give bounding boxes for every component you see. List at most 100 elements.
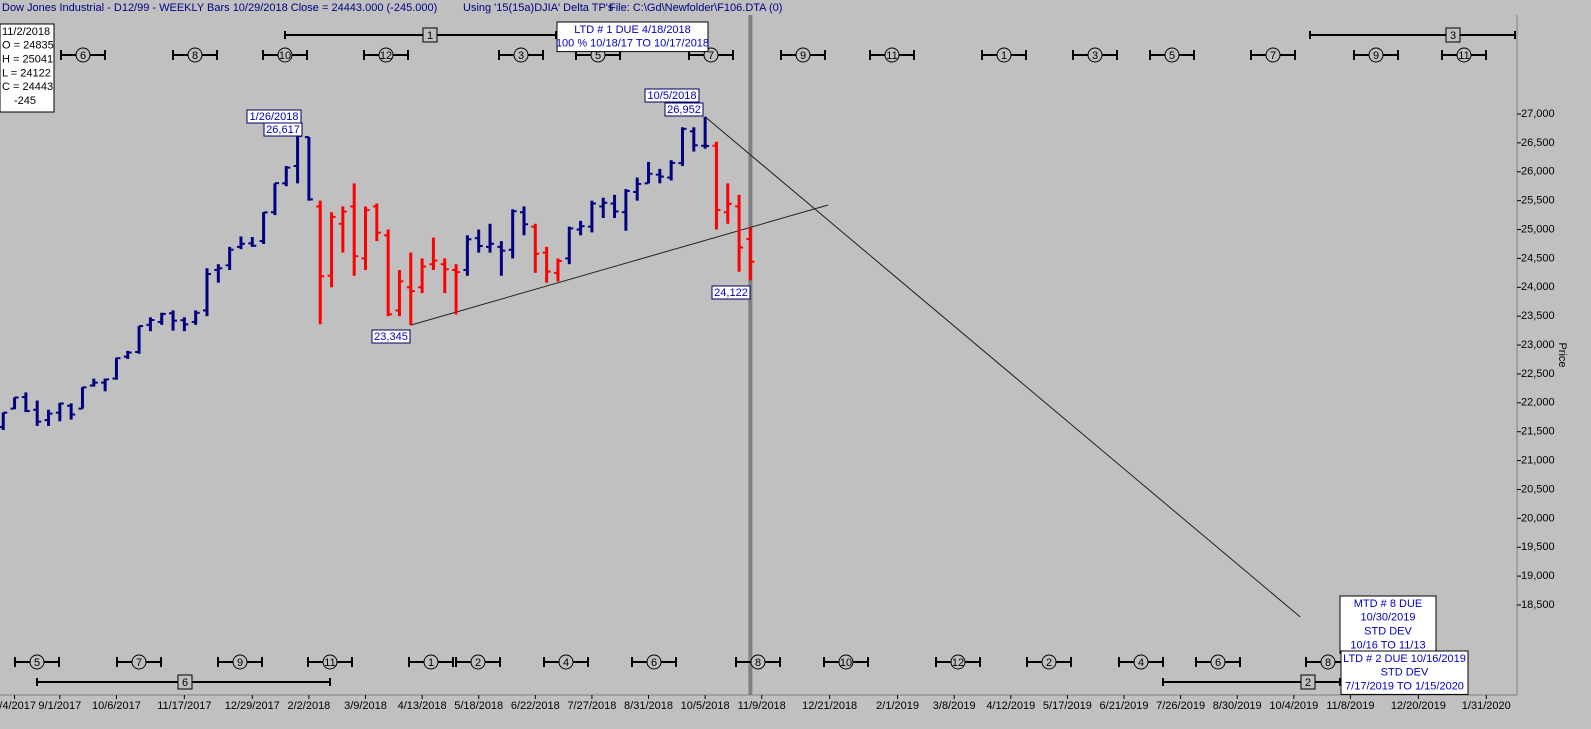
y-tick-label: 22,000 [1521, 397, 1555, 409]
cycle-label: 4 [563, 657, 569, 669]
x-tick-label: 9/1/2017 [38, 700, 81, 712]
y-tick-label: 21,500 [1521, 426, 1555, 438]
cycle-circle [1041, 654, 1057, 670]
info-line: C = 24443 [2, 81, 53, 93]
annotation-date: 1/26/2018 [250, 111, 299, 123]
annotation-date: 10/5/2018 [648, 90, 697, 102]
x-tick-label: 10/6/2017 [92, 700, 141, 712]
span-box [1300, 674, 1316, 690]
note-box [556, 21, 709, 53]
annotation-label-box [711, 285, 751, 300]
cycle-circle [322, 654, 338, 670]
span-label: 6 [182, 677, 188, 689]
cycle-label: 9 [1373, 50, 1379, 62]
cycle-circle [750, 654, 766, 670]
cycle-circle [996, 47, 1012, 63]
y-tick-label: 24,000 [1521, 281, 1555, 293]
x-tick-label: 12/29/2017 [225, 700, 280, 712]
cycle-circle [470, 654, 486, 670]
cycle-circle [1265, 47, 1281, 63]
cycle-circle [75, 47, 91, 63]
info-line: H = 25041 [2, 54, 53, 66]
trendline [410, 204, 829, 326]
x-tick-label: 1/31/2020 [1462, 700, 1511, 712]
cycle-label: 6 [651, 657, 657, 669]
x-tick-label: 7/26/2019 [1156, 700, 1205, 712]
cycle-label: 9 [800, 50, 806, 62]
y-tick-label: 26,500 [1521, 137, 1555, 149]
note-line: 10/16 TO 11/13 [1350, 639, 1425, 651]
span-box [177, 674, 193, 690]
note-line: LTD # 2 DUE 10/16/2019 [1343, 653, 1466, 665]
cycle-label: 7 [708, 50, 714, 62]
cycle-label: 3 [518, 50, 524, 62]
y-tick-label: 22,500 [1521, 368, 1555, 380]
y-tick-label: 25,500 [1521, 195, 1555, 207]
x-tick-label: 5/17/2019 [1043, 700, 1092, 712]
cycle-label: 5 [1169, 50, 1175, 62]
annotation-date-box [644, 88, 700, 103]
annotation-label-box [263, 122, 303, 137]
annotation-label: 23,345 [374, 331, 408, 343]
cycle-circle [1210, 654, 1226, 670]
cycle-label: 6 [1215, 657, 1221, 669]
cycle-circle [558, 654, 574, 670]
y-tick-label: 19,000 [1521, 570, 1555, 582]
cycle-label: 10 [840, 657, 852, 669]
cycle-label: 12 [952, 657, 964, 669]
note-line: 7/17/2019 TO 1/15/2020 [1345, 681, 1464, 693]
y-tick-label: 19,500 [1521, 541, 1555, 553]
cycle-circle [131, 654, 147, 670]
annotation-label: 26,617 [266, 124, 300, 136]
cycle-circle [1368, 47, 1384, 63]
note-box [1340, 650, 1469, 695]
cycle-circle [277, 47, 293, 63]
cycle-circle [1456, 47, 1472, 63]
cycle-label: 1 [428, 657, 434, 669]
cycle-circle [29, 654, 45, 670]
cycle-label: 7 [1270, 50, 1276, 62]
x-tick-label: 7/27/2018 [567, 700, 616, 712]
cycle-label: 12 [380, 50, 392, 62]
cycle-label: 4 [1138, 657, 1144, 669]
cycle-circle [646, 654, 662, 670]
x-tick-label: 11/9/2018 [738, 700, 786, 712]
cycle-label: 6 [80, 50, 86, 62]
span-box [1445, 27, 1461, 43]
y-axis-label: Price [1556, 342, 1568, 367]
cycle-label: 8 [755, 657, 761, 669]
x-tick-label: 4/12/2019 [986, 700, 1035, 712]
cycle-circle [838, 654, 854, 670]
span-label: 3 [1450, 30, 1456, 42]
cycle-circle [950, 654, 966, 670]
y-tick-label: 20,000 [1521, 512, 1555, 524]
x-tick-label: 10/4/2019 [1269, 700, 1318, 712]
y-tick-label: 25,000 [1521, 223, 1555, 235]
note-box [1339, 595, 1437, 654]
x-tick-label: 2/1/2019 [876, 700, 919, 712]
x-tick-label: 2/2/2018 [287, 700, 330, 712]
cycle-circle [232, 654, 248, 670]
cycle-circle [1320, 654, 1336, 670]
cycle-circle [1164, 47, 1180, 63]
span-label: 1 [427, 30, 433, 42]
cycle-label: 11 [886, 50, 897, 62]
cycle-label: 8 [1325, 657, 1331, 669]
file-name: File: C:\Gd\Newfolder\F106.DTA (0) [609, 2, 782, 14]
cycle-circle [1087, 47, 1103, 63]
cycle-circle [423, 654, 439, 670]
x-tick-label: 10/5/2018 [681, 700, 730, 712]
chart-subtitle: Using '15(15a)DJIA' Delta TP's [463, 2, 614, 14]
note-line: LTD # 1 DUE 4/18/2018 [574, 24, 691, 36]
cycle-label: 10 [279, 50, 291, 62]
cycle-circle [795, 47, 811, 63]
x-tick-label: 8/30/2019 [1213, 700, 1262, 712]
note-line: 10/30/2019 [1360, 612, 1415, 624]
info-line: 11/2/2018 [2, 26, 50, 38]
span-label: 2 [1305, 677, 1311, 689]
annotation-label-box [664, 102, 704, 117]
cycle-circle [884, 47, 900, 63]
cycle-label: 7 [136, 657, 142, 669]
